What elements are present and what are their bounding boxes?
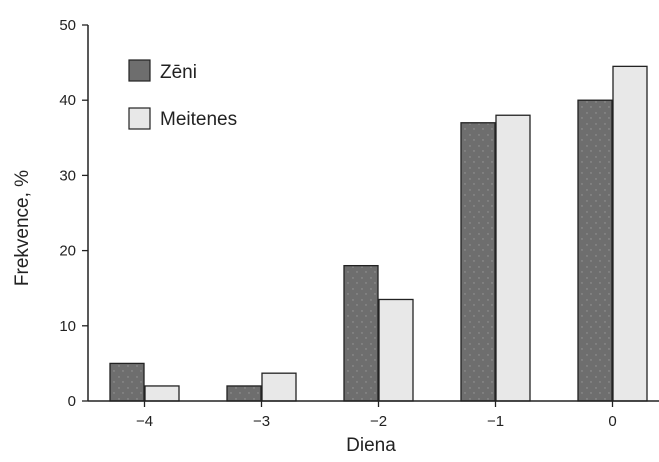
x-tick-label-0: −4	[136, 413, 153, 430]
y-tick-label-0: 0	[68, 393, 76, 410]
y-tick-label-50: 50	[59, 17, 76, 34]
legend-swatch-zeni	[128, 59, 151, 82]
legend: Zēni Meitenes	[128, 59, 237, 130]
bar-meitenes-3	[495, 114, 531, 402]
legend-label-meitenes: Meitenes	[160, 109, 237, 130]
x-tick-label-4: 0	[608, 413, 616, 430]
y-tick-label-40: 40	[59, 92, 76, 109]
bar-meitenes-2	[378, 298, 414, 402]
bar-meitenes-1	[261, 372, 297, 402]
legend-label-zeni: Zēni	[160, 62, 197, 83]
bars-layer	[109, 65, 648, 402]
ticks-layer: 0 10 20 30 40 50 −4 −3 −2 −1 0	[59, 17, 616, 430]
y-tick-label-20: 20	[59, 243, 76, 260]
x-tick-label-3: −1	[487, 413, 504, 430]
bar-texture-zeni-0	[111, 364, 143, 400]
legend-swatch-meitenes	[128, 107, 151, 130]
x-axis-title: Diena	[346, 435, 396, 456]
y-axis-title: Frekvence, %	[12, 170, 33, 286]
bar-meitenes-0	[144, 385, 180, 402]
x-tick-label-2: −2	[370, 413, 387, 430]
bar-texture-zeni-1	[228, 386, 260, 400]
y-tick-label-10: 10	[59, 318, 76, 335]
bar-texture-zeni-3	[462, 123, 494, 400]
bar-meitenes-4	[612, 65, 648, 402]
y-tick-label-30: 30	[59, 167, 76, 184]
axes-layer	[87, 25, 659, 402]
x-tick-label-1: −3	[253, 413, 270, 430]
bar-texture-zeni-4	[579, 101, 611, 400]
bar-texture-zeni-2	[345, 266, 377, 400]
